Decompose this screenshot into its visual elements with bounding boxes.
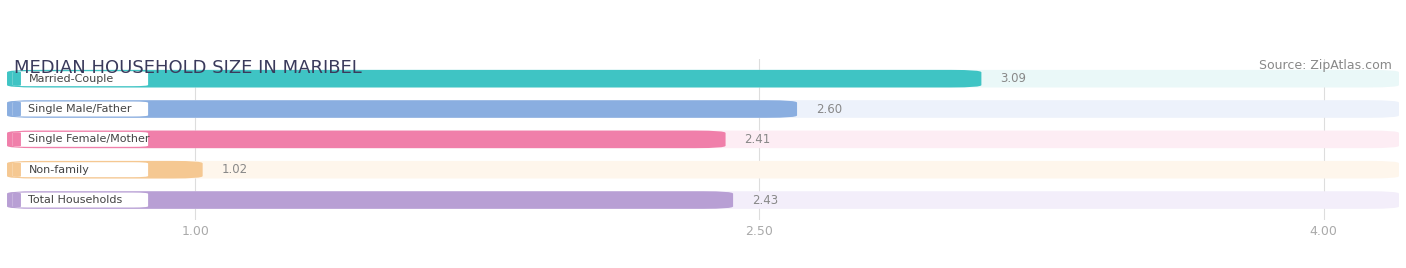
FancyBboxPatch shape [7,161,1399,178]
Text: MEDIAN HOUSEHOLD SIZE IN MARIBEL: MEDIAN HOUSEHOLD SIZE IN MARIBEL [14,59,361,77]
Text: Non-family: Non-family [28,165,90,175]
Text: 1.02: 1.02 [222,163,247,176]
FancyBboxPatch shape [13,71,148,86]
FancyBboxPatch shape [7,191,733,209]
FancyBboxPatch shape [10,193,24,207]
FancyBboxPatch shape [7,100,797,118]
FancyBboxPatch shape [7,131,1399,148]
Text: 2.41: 2.41 [744,133,770,146]
FancyBboxPatch shape [13,193,148,207]
FancyBboxPatch shape [7,131,725,148]
Text: Married-Couple: Married-Couple [28,74,114,84]
FancyBboxPatch shape [10,102,24,117]
Text: Single Female/Mother: Single Female/Mother [28,134,150,144]
Text: Total Households: Total Households [28,195,122,205]
FancyBboxPatch shape [7,191,1399,209]
FancyBboxPatch shape [7,100,1399,118]
Text: 2.60: 2.60 [815,103,842,116]
Text: 2.43: 2.43 [752,193,778,207]
Text: Source: ZipAtlas.com: Source: ZipAtlas.com [1260,59,1392,72]
FancyBboxPatch shape [10,162,24,177]
FancyBboxPatch shape [10,71,24,86]
FancyBboxPatch shape [10,132,24,147]
FancyBboxPatch shape [13,102,148,117]
FancyBboxPatch shape [7,161,202,178]
Text: Single Male/Father: Single Male/Father [28,104,132,114]
FancyBboxPatch shape [13,132,148,147]
FancyBboxPatch shape [7,70,981,87]
FancyBboxPatch shape [7,70,1399,87]
FancyBboxPatch shape [13,162,148,177]
Text: 3.09: 3.09 [1000,72,1026,85]
